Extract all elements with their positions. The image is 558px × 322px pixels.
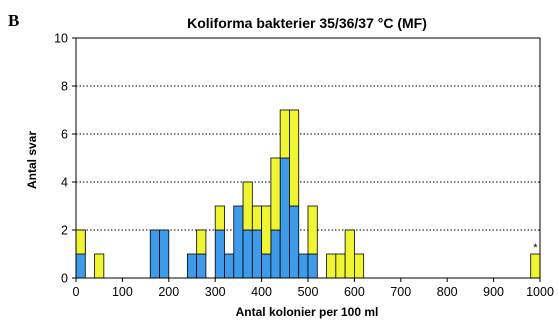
blue-bar bbox=[159, 229, 170, 279]
yellow-bar bbox=[261, 205, 272, 255]
yellow-bar bbox=[279, 109, 290, 159]
annotations: * bbox=[533, 242, 538, 254]
blue-bar bbox=[242, 229, 253, 279]
blue-bar bbox=[279, 157, 290, 279]
y-tick-label: 8 bbox=[61, 80, 68, 94]
yellow-bar bbox=[75, 229, 86, 255]
blue-bar bbox=[233, 205, 244, 279]
y-tick-label: 10 bbox=[54, 32, 68, 46]
yellow-bar bbox=[270, 157, 281, 231]
blue-bar bbox=[224, 253, 235, 279]
x-tick-label: 100 bbox=[112, 285, 133, 299]
blue-bar bbox=[270, 229, 281, 279]
x-axis-ticks: 0 100 200 300 400 500 600 700 800 900 1000 bbox=[73, 278, 554, 299]
yellow-bar bbox=[94, 253, 105, 279]
x-tick-label: 500 bbox=[298, 285, 319, 299]
x-tick-label: 0 bbox=[73, 285, 80, 299]
yellow-bar bbox=[335, 253, 346, 279]
panel-letter: B bbox=[8, 11, 19, 30]
x-tick-label: 1000 bbox=[526, 285, 554, 299]
y-tick-label: 2 bbox=[61, 224, 68, 238]
blue-bar bbox=[186, 253, 198, 279]
yellow-bar bbox=[242, 181, 253, 231]
x-tick-label: 900 bbox=[483, 285, 504, 299]
chart-title: Koliforma bakterier 35/36/37 °C (MF) bbox=[187, 15, 427, 31]
blue-bar bbox=[261, 253, 272, 279]
yellow-bar bbox=[530, 253, 541, 279]
blue-bar bbox=[307, 253, 318, 279]
y-axis-label: Antal svar bbox=[25, 131, 39, 189]
y-axis-ticks: 0 2 4 6 8 10 bbox=[54, 32, 76, 286]
yellow-bar bbox=[344, 229, 355, 279]
x-tick-label: 800 bbox=[437, 285, 458, 299]
x-axis-label: Antal kolonier per 100 ml bbox=[236, 305, 379, 319]
blue-bar bbox=[251, 229, 263, 279]
x-tick-label: 200 bbox=[158, 285, 179, 299]
yellow-bar bbox=[353, 253, 365, 279]
yellow-bar bbox=[307, 205, 318, 255]
x-tick-label: 400 bbox=[251, 285, 272, 299]
yellow-bar bbox=[289, 109, 300, 207]
bars bbox=[75, 109, 541, 279]
yellow-bar bbox=[214, 205, 225, 231]
yellow-bar bbox=[196, 229, 207, 255]
blue-bar bbox=[149, 229, 160, 279]
x-tick-label: 600 bbox=[344, 285, 365, 299]
blue-bar bbox=[214, 229, 225, 279]
yellow-bar bbox=[251, 205, 263, 231]
y-tick-label: 4 bbox=[61, 176, 68, 190]
annotation-asterisk: * bbox=[533, 242, 538, 254]
yellow-bar bbox=[326, 253, 337, 279]
blue-bar bbox=[298, 253, 309, 279]
x-tick-label: 300 bbox=[205, 285, 226, 299]
y-tick-label: 0 bbox=[61, 272, 68, 286]
y-tick-label: 6 bbox=[61, 128, 68, 142]
x-tick-label: 700 bbox=[390, 285, 411, 299]
blue-bar bbox=[289, 205, 300, 279]
blue-bar bbox=[196, 253, 207, 279]
